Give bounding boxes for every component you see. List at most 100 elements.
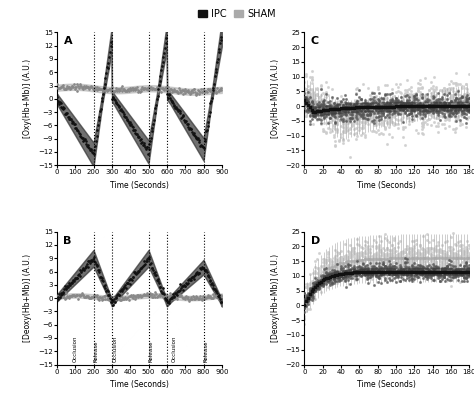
Point bbox=[122, 114, 130, 120]
Point bbox=[456, 107, 464, 113]
Point bbox=[440, 98, 447, 105]
Point bbox=[409, 93, 416, 99]
Point bbox=[431, 103, 438, 109]
Point bbox=[328, 271, 336, 278]
Point bbox=[330, 272, 337, 279]
Point bbox=[202, 128, 210, 134]
Point bbox=[456, 262, 464, 269]
Point bbox=[403, 103, 411, 110]
Point bbox=[116, 104, 123, 111]
Point bbox=[350, 270, 357, 276]
Point bbox=[117, 287, 125, 293]
Point bbox=[365, 269, 372, 275]
Point bbox=[315, 269, 323, 275]
Point bbox=[343, 117, 350, 124]
Point bbox=[401, 260, 409, 267]
Point bbox=[383, 269, 391, 275]
Point bbox=[113, 294, 121, 301]
Point bbox=[444, 265, 451, 272]
Point bbox=[451, 273, 458, 279]
Point bbox=[425, 245, 433, 251]
Point bbox=[409, 258, 416, 265]
Point bbox=[379, 96, 387, 102]
Point bbox=[407, 257, 414, 263]
Point bbox=[128, 275, 135, 282]
Point bbox=[330, 263, 337, 270]
Point bbox=[164, 83, 172, 90]
Point bbox=[343, 124, 350, 130]
Point bbox=[330, 254, 337, 261]
Point bbox=[392, 255, 400, 261]
Point bbox=[96, 269, 103, 275]
Point bbox=[304, 99, 312, 105]
Point bbox=[135, 292, 142, 298]
Point bbox=[350, 244, 357, 251]
Point bbox=[90, 254, 98, 260]
Point bbox=[111, 96, 118, 103]
Text: C: C bbox=[311, 36, 319, 47]
Point bbox=[132, 87, 139, 94]
Point bbox=[366, 104, 374, 110]
X-axis label: Time (Seconds): Time (Seconds) bbox=[110, 380, 169, 389]
Point bbox=[460, 256, 467, 262]
Point bbox=[319, 278, 327, 285]
Point bbox=[392, 98, 400, 104]
Point bbox=[146, 138, 154, 144]
Point bbox=[69, 277, 77, 284]
Point bbox=[409, 246, 416, 252]
Point bbox=[376, 254, 383, 261]
Point bbox=[418, 130, 425, 136]
Point bbox=[390, 109, 398, 116]
Point bbox=[400, 270, 407, 277]
Point bbox=[368, 260, 376, 266]
Point bbox=[311, 113, 319, 119]
Point bbox=[337, 113, 345, 120]
Point bbox=[162, 293, 169, 300]
Point bbox=[176, 87, 184, 94]
Point bbox=[346, 242, 354, 249]
Point bbox=[203, 269, 210, 275]
Point bbox=[317, 110, 325, 117]
Point bbox=[168, 293, 175, 300]
Point bbox=[341, 263, 348, 270]
Point bbox=[398, 260, 405, 267]
Point bbox=[57, 100, 65, 107]
Point bbox=[328, 86, 336, 92]
Point bbox=[414, 274, 422, 281]
Point bbox=[390, 266, 398, 272]
Point bbox=[372, 265, 380, 271]
Point bbox=[385, 109, 392, 116]
Point bbox=[138, 83, 146, 90]
Point bbox=[341, 126, 348, 133]
Point bbox=[356, 113, 363, 120]
Point bbox=[157, 73, 164, 80]
Point bbox=[449, 102, 456, 109]
Point bbox=[405, 101, 412, 108]
Point bbox=[354, 235, 361, 242]
Point bbox=[67, 292, 74, 299]
Point bbox=[356, 271, 363, 277]
Point bbox=[304, 284, 312, 290]
Point bbox=[403, 262, 411, 268]
Point bbox=[206, 108, 213, 115]
Point bbox=[315, 103, 323, 110]
Point bbox=[311, 95, 319, 101]
Point bbox=[365, 99, 372, 105]
Point bbox=[465, 103, 473, 109]
Point bbox=[423, 103, 431, 109]
Point bbox=[69, 117, 76, 124]
Point bbox=[354, 115, 361, 122]
Point bbox=[394, 110, 401, 117]
Point bbox=[377, 95, 385, 101]
Point bbox=[145, 84, 153, 90]
Point bbox=[400, 96, 407, 102]
Point bbox=[328, 106, 336, 113]
Point bbox=[135, 268, 142, 275]
Point bbox=[345, 264, 352, 270]
Point bbox=[310, 100, 317, 107]
Point bbox=[376, 275, 383, 281]
Point bbox=[392, 98, 400, 104]
Point bbox=[170, 86, 177, 93]
Point bbox=[383, 256, 391, 262]
Point bbox=[350, 271, 357, 277]
